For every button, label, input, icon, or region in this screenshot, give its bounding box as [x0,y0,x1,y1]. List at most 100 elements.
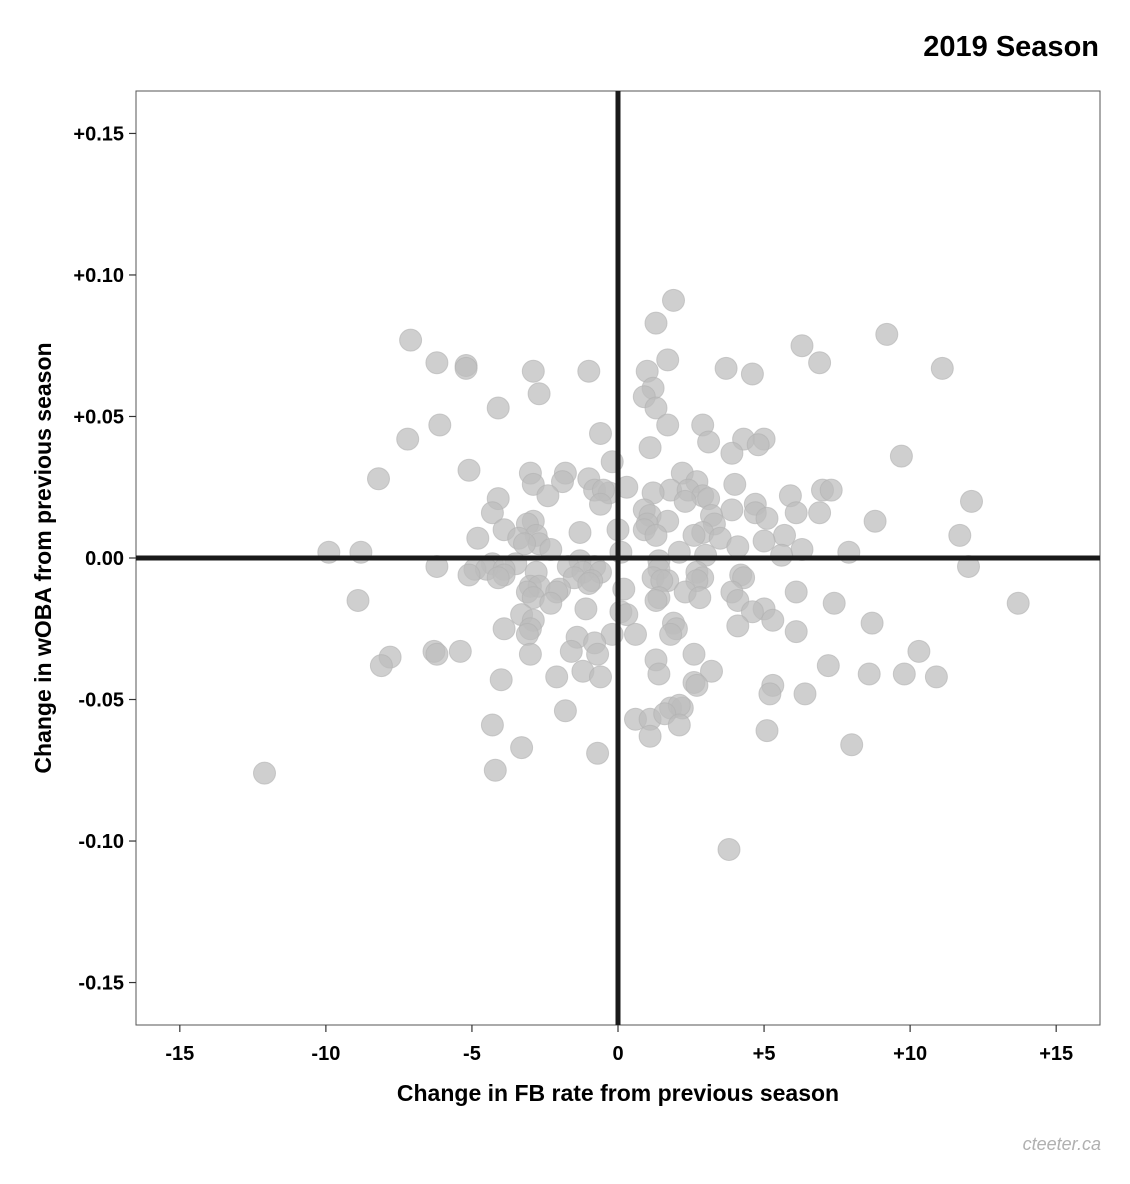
data-point [253,761,276,785]
x-axis: -15 -10 -5 0 +5 +10 +15 [165,1025,1073,1065]
x-axis-title: Change in FB rate from previous season [397,1080,839,1106]
data-point [723,472,747,496]
data-point [755,719,779,743]
data-point [907,639,931,663]
data-point [790,334,814,358]
y-axis: +0.15 +0.10 +0.05 0.00 -0.05 -0.10 -0.15 [73,123,136,995]
data-point [656,413,680,437]
data-point [428,413,452,437]
data-point [746,433,770,457]
data-point [486,566,510,590]
data-point [697,430,721,454]
data-point [700,659,723,683]
data-point [793,682,817,706]
y-axis-title: Change in wOBA from previous season [30,342,56,773]
data-point [425,351,449,375]
data-point [536,484,560,508]
data-point [863,509,887,533]
data-point [755,506,779,530]
data-point [889,444,913,468]
data-point [480,713,504,737]
data-point [510,736,534,760]
data-point [489,668,513,692]
data-point [673,489,697,513]
data-point [840,733,864,757]
data-point [892,662,916,686]
data-point [930,356,954,380]
data-point [644,396,668,420]
data-point [483,758,507,782]
data-point [367,467,390,491]
data-point [784,501,808,525]
data-point [624,622,647,646]
y-tick-label: -0.10 [78,831,124,853]
data-point [527,382,551,406]
data-point [486,396,510,420]
x-tick-label: +15 [1039,1043,1073,1065]
data-point [457,458,481,482]
data-point [740,600,764,624]
data-point [480,501,504,525]
data-point [656,348,680,372]
data-point [1006,591,1030,615]
data-point [717,838,741,861]
data-point [589,492,612,516]
x-tick-label: +5 [753,1043,776,1065]
data-point [492,617,516,641]
data-point [726,614,750,638]
data-point [518,642,542,666]
data-point [714,356,738,380]
data-point [577,572,601,595]
y-tick-label: +0.10 [73,265,124,287]
data-point [948,523,972,547]
data-point [545,665,569,689]
data-point [726,535,750,559]
data-point [688,586,712,610]
data-point [816,654,840,678]
data-point [454,356,478,380]
data-point [770,543,794,567]
x-tick-label: -10 [311,1043,340,1065]
y-tick-label: 0.00 [85,548,124,570]
y-tick-label: -0.05 [78,690,124,712]
y-tick-label: +0.05 [73,406,124,428]
data-point [784,580,808,604]
data-point [589,422,612,445]
data-point [369,654,393,678]
data-point [857,662,881,686]
data-point [521,359,545,383]
data-point [761,608,785,632]
data-point [638,436,662,460]
data-point [667,713,691,737]
data-point [568,521,592,544]
chart-title: 2019 Season [923,31,1099,63]
data-point [448,639,472,663]
data-points [253,288,1030,861]
data-point [924,665,948,689]
credit-watermark: cteeter.ca [1023,1134,1101,1154]
data-point [662,288,685,312]
y-tick-label: -0.15 [78,973,124,995]
data-point [752,529,776,553]
data-point [808,501,832,525]
data-point [808,351,832,375]
data-point [396,427,420,451]
data-point [638,724,662,748]
x-tick-label: -5 [463,1043,481,1065]
data-point [589,665,612,689]
data-point [425,642,449,666]
data-point [720,498,744,522]
data-point [773,523,796,547]
data-point [647,662,671,686]
data-point [559,639,583,663]
data-point [346,589,370,612]
data-point [875,322,899,346]
data-point [685,673,709,697]
data-point [960,489,983,513]
data-point [682,642,706,666]
y-tick-label: +0.15 [73,123,124,145]
data-point [551,470,574,494]
data-point [553,699,577,723]
data-point [457,563,481,587]
